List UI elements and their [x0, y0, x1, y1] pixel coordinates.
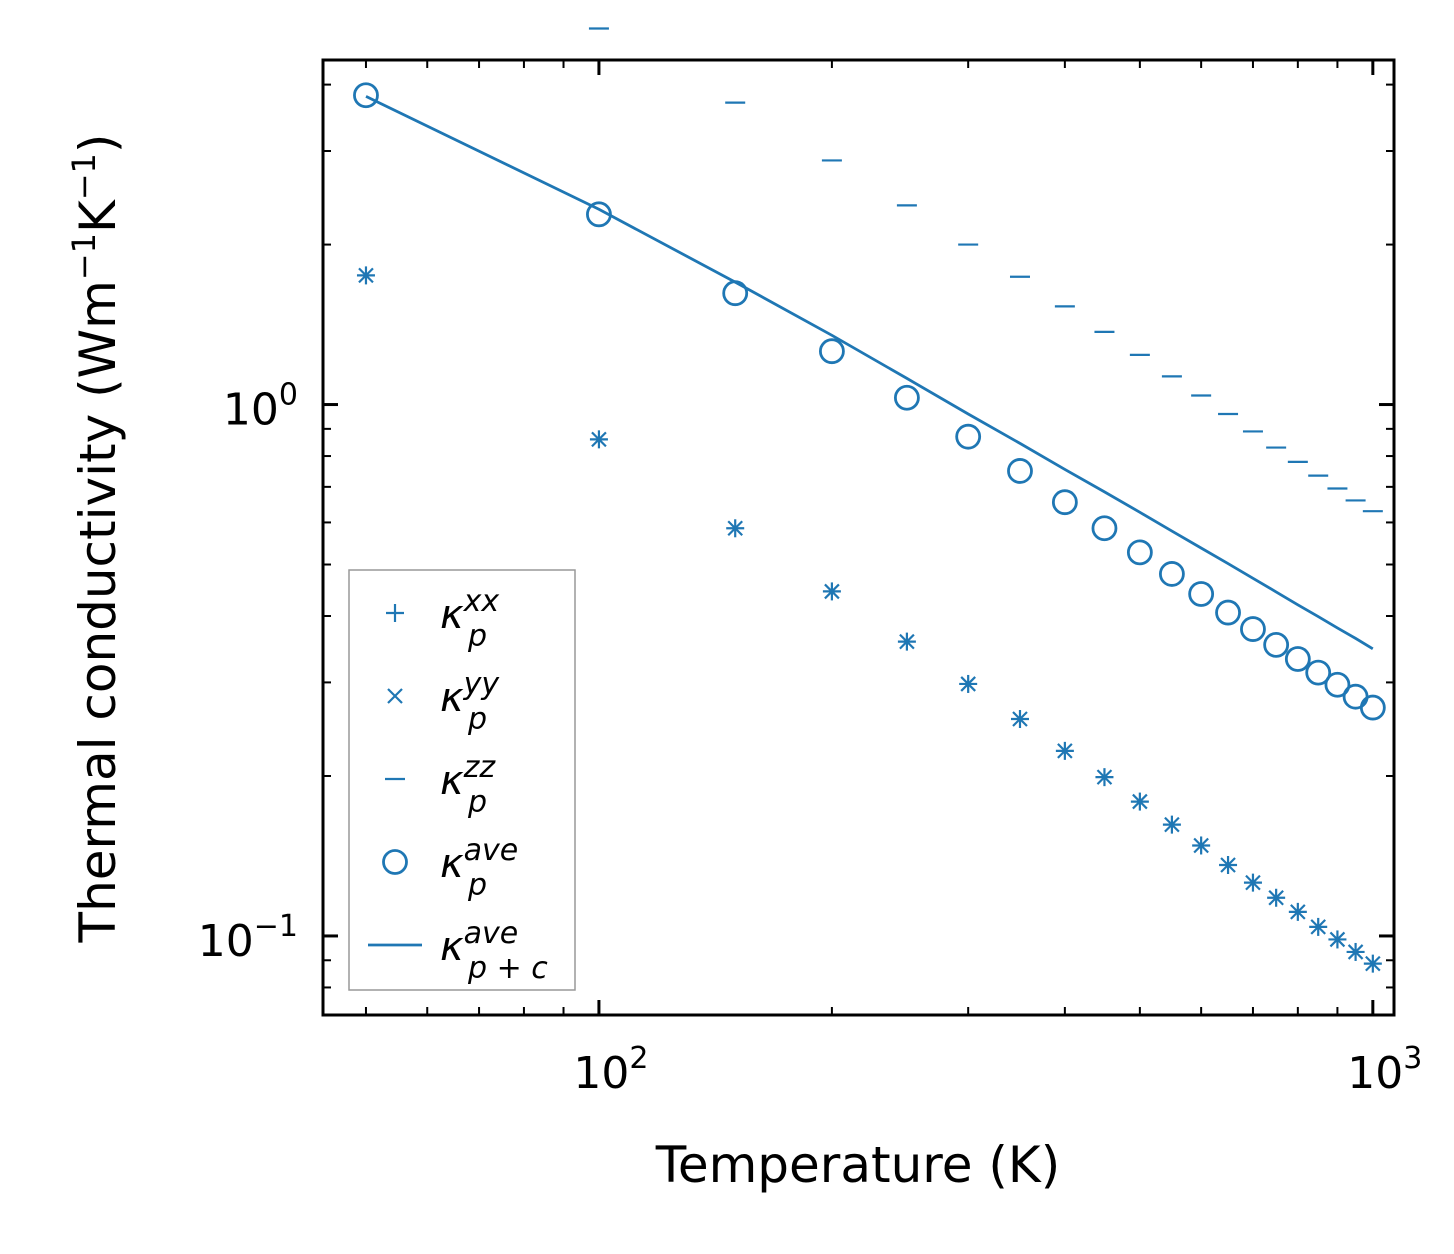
y-tick-labels: 100 10−1	[198, 378, 298, 967]
y-tick-label: 100	[223, 378, 298, 436]
legend-label-kp_xx: κxx p	[440, 584, 499, 654]
legend-label-kpc_ave: κave p + c	[440, 916, 548, 986]
legend-marker-kp_ave	[382, 849, 408, 875]
point-kp_yy	[1310, 919, 1326, 935]
y-axis-title: Thermal conductivity (Wm−1K−1)	[65, 134, 127, 944]
x-axis-title: Temperature (K)	[655, 1136, 1060, 1194]
legend-label-kp_yy: κyy p	[440, 667, 500, 737]
point-kp_yy	[1347, 944, 1364, 960]
x-tick-label: 103	[1347, 1041, 1422, 1099]
point-kp_yy	[1193, 837, 1209, 854]
point-kp_ave	[1240, 616, 1266, 642]
point-kp_yy	[1245, 874, 1261, 891]
legend: κxx p κyy p κzz p κave p κave p + c	[348, 569, 576, 991]
point-kp_yy	[899, 633, 915, 650]
legend-labels: κxx p κyy p κzz p κave p κave p + c	[440, 584, 548, 986]
point-kp_ave	[1007, 458, 1033, 484]
point-kp_yy	[727, 520, 743, 537]
point-kp_yy	[1012, 711, 1028, 727]
point-kp_ave	[955, 423, 982, 450]
x-tick-labels: 102 103	[573, 1041, 1422, 1099]
point-kp_ave	[1359, 694, 1386, 721]
point-kp_yy	[358, 267, 374, 284]
point-kp_ave	[353, 82, 379, 109]
legend-marker-kp_yy	[387, 688, 403, 704]
point-kp_ave	[1188, 581, 1215, 607]
point-kp_ave	[819, 338, 845, 365]
point-kp_ave	[1051, 489, 1078, 516]
point-kp_ave	[1215, 599, 1241, 626]
point-kp_yy	[1057, 743, 1073, 759]
point-kp_ave	[1324, 671, 1351, 698]
point-kp_ave	[1305, 659, 1332, 686]
legend-label-kp_ave: κave p	[440, 833, 518, 903]
point-kp_yy	[824, 583, 840, 600]
y-tick-label: 10−1	[198, 909, 298, 967]
plot-area	[353, 27, 1386, 973]
point-kp_yy	[1164, 816, 1180, 833]
point-kp_ave	[1342, 683, 1369, 710]
point-kp_ave	[1284, 646, 1311, 672]
point-kp_yy	[1329, 931, 1346, 948]
point-kp_yy	[1132, 793, 1148, 810]
x-tick-label: 102	[573, 1041, 648, 1099]
legend-marker-kp_xx	[386, 604, 404, 622]
series-kpc_ave-line	[365, 95, 1374, 650]
legend-markers	[368, 604, 422, 947]
point-kp_ave	[1159, 561, 1185, 587]
axes-frame	[321, 58, 1396, 1017]
point-kp_ave	[1263, 631, 1290, 658]
point-kp_yy	[960, 676, 976, 692]
point-kp_yy	[591, 431, 607, 448]
point-kp_yy	[1268, 889, 1284, 906]
legend-label-kp_zz: κzz p	[440, 750, 496, 820]
point-kp_ave	[893, 384, 920, 411]
point-kp_yy	[1365, 955, 1381, 972]
point-kp_ave	[1126, 539, 1153, 566]
point-kp_yy	[1220, 857, 1236, 873]
point-kp_yy	[1096, 769, 1113, 785]
point-kp_yy	[1290, 904, 1306, 920]
point-kp_ave	[1091, 515, 1118, 542]
